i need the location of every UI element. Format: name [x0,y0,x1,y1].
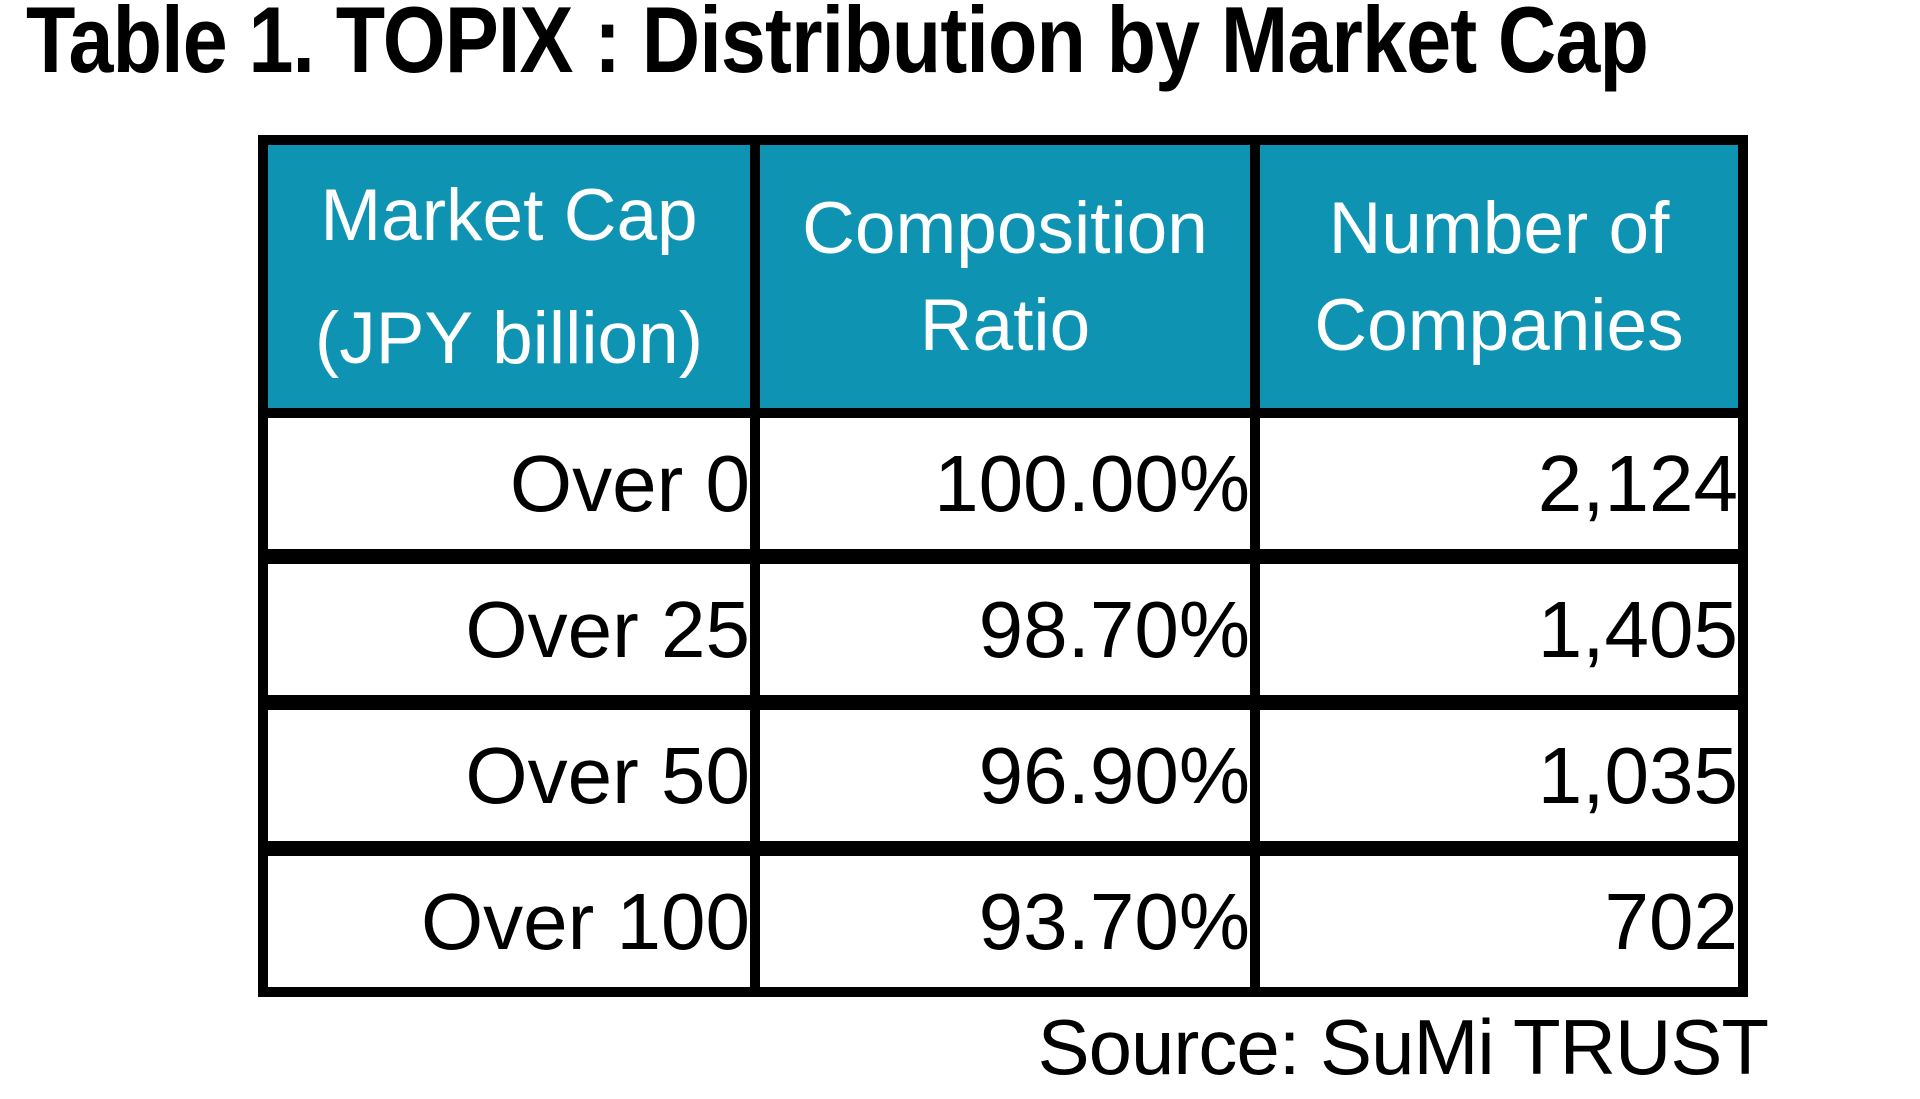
cell-num-companies: 1,035 [1250,695,1748,854]
col-header-market-cap: Market Cap (JPY billion) [258,135,760,418]
cell-composition-ratio: 100.00% [750,408,1260,562]
header-text-block: Composition Ratio [760,145,1250,408]
cell-market-cap: Over 0 [258,408,760,562]
figure-title: Table 1. TOPIX : Distribution by Market … [26,0,1649,92]
table-row: Over 0 100.00% 2,124 [258,408,1748,562]
cell-num-companies: 1,405 [1250,549,1748,708]
table-row: Over 50 96.90% 1,035 [258,695,1748,854]
col-header-number-of-companies: Number of Companies [1250,135,1748,418]
market-cap-distribution-table: Market Cap (JPY billion) Composition Rat… [258,135,1748,997]
header-line: Market Cap [320,174,698,256]
cell-num-companies: 702 [1250,841,1748,997]
cell-market-cap: Over 100 [258,841,760,997]
header-text-block: Market Cap (JPY billion) [268,145,750,408]
cell-composition-ratio: 93.70% [750,841,1260,997]
header-line: Companies [1314,284,1684,366]
header-line: (JPY billion) [314,297,704,379]
cell-market-cap: Over 25 [258,549,760,708]
table-row: Over 25 98.70% 1,405 [258,549,1748,708]
cell-market-cap: Over 50 [258,695,760,854]
header-text-block: Number of Companies [1260,145,1738,408]
header-line: Ratio [919,284,1091,366]
source-note: Source: SuMi TRUST [1037,1003,1769,1091]
table-row: Over 100 93.70% 702 [258,841,1748,997]
header-row: Market Cap (JPY billion) Composition Rat… [258,135,1748,418]
cell-composition-ratio: 96.90% [750,695,1260,854]
header-line: Number of [1328,187,1670,269]
header-line: Composition [802,187,1208,269]
col-header-composition-ratio: Composition Ratio [750,135,1260,418]
cell-num-companies: 2,124 [1250,408,1748,562]
cell-composition-ratio: 98.70% [750,549,1260,708]
